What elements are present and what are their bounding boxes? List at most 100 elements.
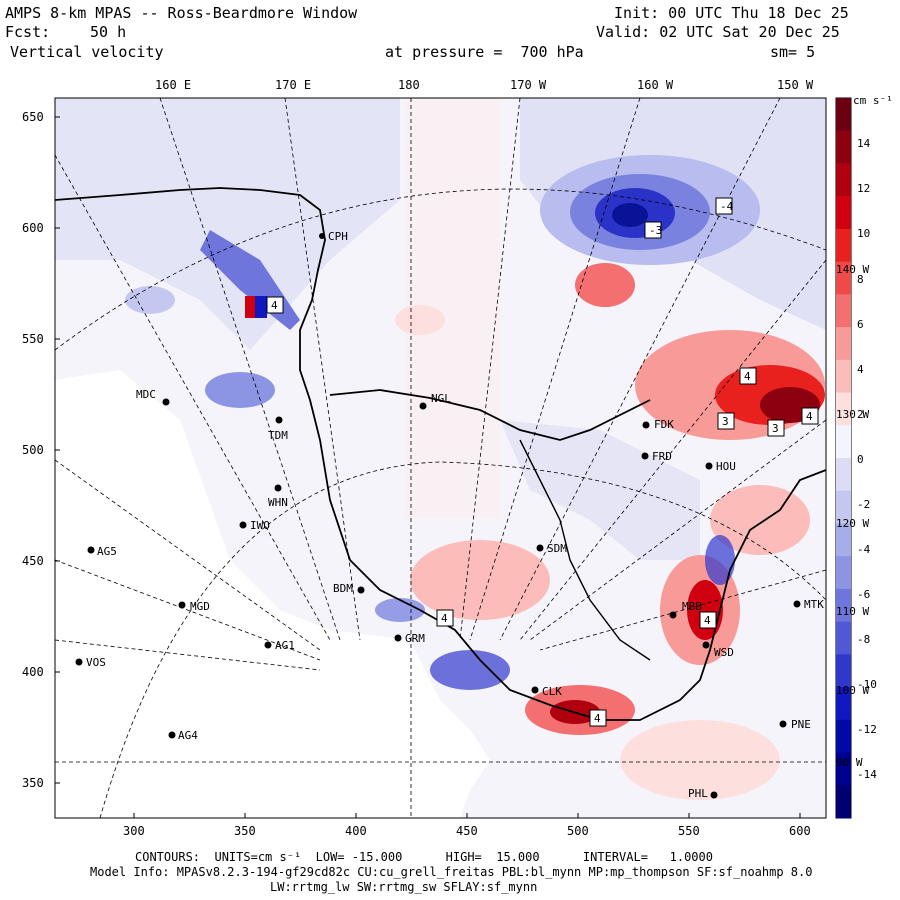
cbar-tick-14: 14 bbox=[857, 137, 871, 150]
station-ag5: AG5 bbox=[97, 545, 117, 558]
station-mtk: MTK bbox=[804, 598, 824, 611]
x-label-450: 450 bbox=[456, 824, 478, 838]
station-whn: WHN bbox=[268, 496, 288, 509]
ross-ice-shelf-front bbox=[329, 389, 651, 441]
colorbar-segment bbox=[836, 588, 851, 623]
cbar-tick-2: 2 bbox=[857, 408, 864, 421]
cbar-tick-m2: -2 bbox=[857, 498, 871, 511]
lon-label-140w: 140 W bbox=[836, 263, 870, 276]
colorbar-units: cm s⁻¹ bbox=[853, 94, 893, 107]
siple-coast-line bbox=[519, 439, 651, 661]
y-label-400: 400 bbox=[22, 665, 44, 679]
x-label-400: 400 bbox=[345, 824, 367, 838]
lon-label-90w: 90 W bbox=[836, 756, 863, 769]
ascent-patch-ross-north bbox=[395, 305, 445, 335]
station-cph: CPH bbox=[328, 230, 348, 243]
colorbar-segment bbox=[836, 556, 851, 590]
max-value-6: 4 bbox=[594, 712, 601, 725]
lon-label-130w: 130 W bbox=[836, 408, 870, 421]
cbar-tick-m10: -10 bbox=[857, 678, 877, 691]
lon-label-110w: 110 W bbox=[836, 605, 870, 618]
lon-label-150w: 150 W bbox=[777, 78, 814, 92]
lon-label-170e: 170 E bbox=[275, 78, 312, 92]
model-info: Model Info: MPASv8.2.3-194-gf29cd82c CU:… bbox=[90, 865, 813, 879]
weak-descent-area-west bbox=[55, 98, 400, 350]
extrema-boxes bbox=[266, 197, 819, 727]
max-value-2: 4 bbox=[806, 410, 813, 423]
colorbar-segment bbox=[836, 327, 851, 361]
model-info-physics: LW:rrtmg_lw SW:rrtmg_sw SFLAY:sf_mynn bbox=[270, 880, 538, 894]
colorbar-segment bbox=[836, 687, 851, 721]
colorbar-segment bbox=[836, 458, 851, 492]
cbar-tick-4: 4 bbox=[857, 363, 864, 376]
colorbar-segment bbox=[836, 523, 851, 557]
cbar-tick-6: 6 bbox=[857, 318, 864, 331]
lon-label-170w: 170 W bbox=[510, 78, 547, 92]
y-label-450: 450 bbox=[22, 554, 44, 568]
station-ag1: AG1 bbox=[275, 639, 295, 652]
descent-spot bbox=[255, 296, 267, 318]
colorbar-segment bbox=[836, 425, 851, 459]
descent-patch-1 bbox=[205, 372, 275, 408]
colorbar-segment bbox=[836, 490, 851, 524]
ascent-region-bottom bbox=[620, 720, 780, 800]
cbar-tick-m4: -4 bbox=[857, 543, 871, 556]
y-label-500: 500 bbox=[22, 443, 44, 457]
cbar-tick-m12: -12 bbox=[857, 723, 877, 736]
field-name: Vertical velocity bbox=[10, 43, 164, 61]
station-phl: PHL bbox=[688, 787, 708, 800]
cbar-tick-10: 10 bbox=[857, 227, 871, 240]
station-wsd: WSD bbox=[714, 646, 734, 659]
colorbar-segment bbox=[836, 98, 851, 132]
cbar-tick-0: 0 bbox=[857, 453, 864, 466]
max-value-4: 3 bbox=[772, 422, 779, 435]
graticule bbox=[55, 98, 826, 818]
pressure-level: at pressure = 700 hPa bbox=[385, 43, 584, 61]
coastline-grounding-line bbox=[55, 187, 826, 721]
station-hou: HOU bbox=[716, 460, 736, 473]
max-value-3: 3 bbox=[722, 415, 729, 428]
map-title: AMPS 8-km MPAS -- Ross-Beardmore Window bbox=[5, 4, 358, 22]
y-label-600: 600 bbox=[22, 221, 44, 235]
max-value-7: 4 bbox=[271, 299, 278, 312]
lon-label-160w: 160 W bbox=[637, 78, 674, 92]
ascent-spot bbox=[245, 296, 255, 318]
descent-spot-east bbox=[705, 535, 735, 585]
descent-patch-2 bbox=[125, 286, 175, 314]
min-value-2: -3 bbox=[649, 224, 663, 237]
cbar-tick-m8: -8 bbox=[857, 633, 871, 646]
mixed-motion-glacier bbox=[430, 650, 510, 690]
station-mdc: MDC bbox=[136, 388, 156, 401]
station-markers bbox=[75, 233, 801, 799]
station-ngl: NGL bbox=[431, 392, 451, 405]
station-grm: GRM bbox=[405, 632, 425, 645]
station-pne: PNE bbox=[791, 718, 811, 731]
lon-label-100w: 100 W bbox=[836, 684, 870, 697]
station-frd: FRD bbox=[652, 450, 672, 463]
station-clk: CLK bbox=[542, 685, 562, 698]
x-label-300: 300 bbox=[123, 824, 145, 838]
station-vos: VOS bbox=[86, 656, 106, 669]
cbar-tick-m6: -6 bbox=[857, 588, 871, 601]
colorbar-segment bbox=[836, 359, 851, 394]
colorbar-segment bbox=[836, 654, 851, 688]
max-value-1: 4 bbox=[744, 370, 751, 383]
min-value-1: -4 bbox=[720, 200, 734, 213]
lon-label-180: 180 bbox=[398, 78, 420, 92]
station-fdk: FDK bbox=[654, 418, 674, 431]
colorbar-segment bbox=[836, 392, 851, 426]
station-sdm: SDM bbox=[547, 542, 567, 555]
x-label-500: 500 bbox=[567, 824, 589, 838]
y-label-650: 650 bbox=[22, 110, 44, 124]
x-label-350: 350 bbox=[234, 824, 256, 838]
smoothing: sm= 5 bbox=[770, 43, 816, 61]
station-mgd: MGD bbox=[190, 600, 210, 613]
map-frame bbox=[54, 97, 827, 819]
init-time: Init: 00 UTC Thu 18 Dec 25 bbox=[614, 4, 849, 22]
colorbar bbox=[836, 98, 851, 819]
colorbar-segment bbox=[836, 294, 851, 328]
max-value-5: 4 bbox=[704, 614, 711, 627]
colorbar-segment bbox=[836, 228, 851, 263]
station-mbb: MBB bbox=[682, 600, 702, 613]
